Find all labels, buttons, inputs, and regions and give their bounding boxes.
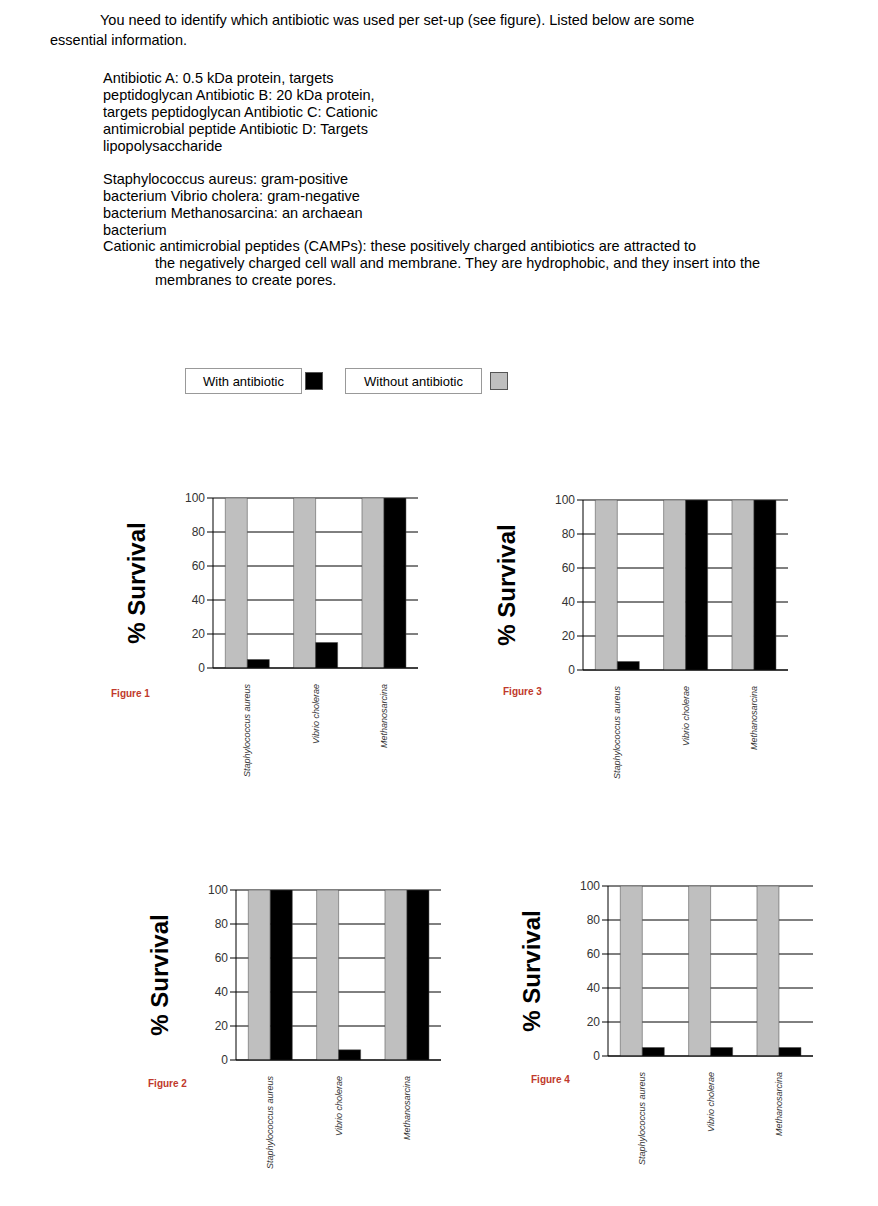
svg-text:60: 60 (587, 947, 601, 961)
svg-text:60: 60 (215, 951, 229, 965)
svg-text:0: 0 (568, 663, 575, 677)
svg-text:0: 0 (198, 661, 205, 675)
svg-text:Vibrio cholerae: Vibrio cholerae (706, 1072, 716, 1132)
svg-text:40: 40 (562, 595, 576, 609)
html-text:Antibiotic A: 0.5 kDa protein,: Antibiotic A: 0.5 kDa protein, targets (103, 70, 334, 86)
html-text:You need to identify which ant: You need to identify which antibiotic wa… (100, 12, 695, 28)
html-text:Figure 1: Figure 1 (111, 688, 150, 699)
svg-text:0: 0 (593, 1049, 600, 1063)
svg-text:% Survival: % Survival (518, 910, 545, 1031)
svg-text:100: 100 (580, 879, 600, 893)
svg-text:Vibrio cholerae: Vibrio cholerae (311, 684, 321, 744)
svg-text:60: 60 (562, 561, 576, 575)
html-text:Cationic antimicrobial peptide: Cationic antimicrobial peptides (CAMPs):… (103, 238, 697, 254)
svg-text:Staphylococcus aureus: Staphylococcus aureus (637, 1072, 647, 1166)
html-text:antimicrobial peptide Antibiot: antimicrobial peptide Antibiotic D: Targ… (103, 121, 368, 137)
svg-text:Vibrio cholerae: Vibrio cholerae (681, 686, 691, 746)
svg-text:Methanosarcina: Methanosarcina (402, 1076, 412, 1140)
svg-text:Staphylococcus aureus: Staphylococcus aureus (612, 686, 622, 780)
html-text:bacterium Methanosarcina: an a: bacterium Methanosarcina: an archaean (103, 205, 363, 221)
html-text:Without antibiotic: Without antibiotic (364, 373, 463, 389)
html-text:bacterium: bacterium (103, 222, 167, 238)
svg-text:100: 100 (185, 491, 205, 505)
html-text:Figure 4: Figure 4 (531, 1074, 570, 1085)
html-text:With antibiotic: With antibiotic (203, 373, 284, 389)
svg-text:20: 20 (192, 627, 206, 641)
svg-text:Staphylococcus aureus: Staphylococcus aureus (265, 1076, 275, 1170)
svg-text:0: 0 (221, 1053, 228, 1067)
html-text:lipopolysaccharide: lipopolysaccharide (103, 138, 223, 154)
svg-text:% Survival: % Survival (123, 522, 150, 643)
svg-text:80: 80 (215, 917, 229, 931)
svg-text:% Survival: % Survival (493, 524, 520, 645)
html-text:Staphylococcus aureus: gram-po: Staphylococcus aureus: gram-positive (103, 171, 348, 187)
svg-text:Methanosarcina: Methanosarcina (749, 686, 759, 750)
svg-text:Methanosarcina: Methanosarcina (774, 1072, 784, 1136)
svg-text:40: 40 (587, 981, 601, 995)
svg-text:20: 20 (587, 1015, 601, 1029)
html-text:Figure 2: Figure 2 (148, 1078, 187, 1089)
svg-text:Staphylococcus aureus: Staphylococcus aureus (242, 684, 252, 778)
svg-text:40: 40 (192, 593, 206, 607)
svg-text:80: 80 (562, 527, 576, 541)
html-text:membranes to create pores.: membranes to create pores. (155, 272, 337, 288)
html-text:bacterium Vibrio cholera: gram: bacterium Vibrio cholera: gram-negative (103, 188, 360, 204)
svg-text:80: 80 (192, 525, 206, 539)
svg-text:100: 100 (555, 493, 575, 507)
svg-text:20: 20 (215, 1019, 229, 1033)
html-text:the negatively charged cell wa: the negatively charged cell wall and mem… (155, 255, 761, 271)
svg-text:% Survival: % Survival (146, 914, 173, 1035)
html-text:Figure 3: Figure 3 (503, 686, 542, 697)
svg-text:20: 20 (562, 629, 576, 643)
svg-text:40: 40 (215, 985, 229, 999)
html-text:targets peptidoglycan Antibiot: targets peptidoglycan Antibiotic C: Cati… (103, 104, 378, 120)
html-text:peptidoglycan Antibiotic B: 20: peptidoglycan Antibiotic B: 20 kDa prote… (103, 87, 375, 103)
svg-text:Vibrio cholerae: Vibrio cholerae (334, 1076, 344, 1136)
html-text:essential information.: essential information. (50, 32, 187, 48)
svg-text:100: 100 (208, 883, 228, 897)
svg-text:60: 60 (192, 559, 206, 573)
svg-text:Methanosarcina: Methanosarcina (379, 684, 389, 748)
svg-text:80: 80 (587, 913, 601, 927)
